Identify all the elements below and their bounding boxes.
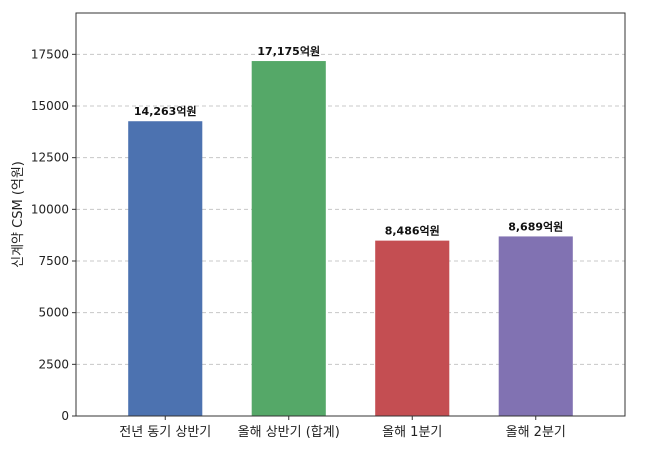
y-axis-label: 신계약 CSM (억원) (11, 161, 26, 268)
bar (251, 61, 326, 417)
x-tick-label: 올해 1분기 (382, 425, 442, 440)
x-axis-ticks: 전년 동기 상반기 올해 상반기 (합계) 올해 1분기 올해 2분기 (119, 416, 566, 440)
data-label: 8,689억원 (508, 219, 563, 233)
y-tick-label: 17500 (31, 47, 69, 61)
y-tick-label: 15000 (31, 99, 69, 113)
plot-frame (75, 12, 626, 417)
x-tick-label: 올해 2분기 (506, 425, 566, 440)
bar (375, 240, 450, 416)
y-tick-label: 12500 (31, 151, 69, 165)
y-tick-label: 5000 (38, 306, 69, 320)
x-tick-label: 올해 상반기 (합계) (238, 425, 340, 440)
y-tick-label: 10000 (31, 202, 69, 216)
bar (498, 236, 573, 416)
data-label: 8,486억원 (385, 224, 440, 238)
data-label: 14,263억원 (134, 104, 197, 118)
bars (128, 61, 573, 417)
y-axis-ticks: 0 2500 5000 7500 10000 12500 15000 17500 (31, 47, 76, 423)
x-tick-label: 전년 동기 상반기 (119, 425, 211, 440)
data-label: 17,175억원 (257, 44, 320, 58)
y-tick-label: 2500 (38, 357, 69, 371)
data-labels: 14,263억원 17,175억원 8,486억원 8,689억원 (134, 44, 563, 238)
bar (128, 121, 203, 417)
y-tick-label: 0 (61, 409, 69, 423)
y-tick-label: 7500 (38, 254, 69, 268)
